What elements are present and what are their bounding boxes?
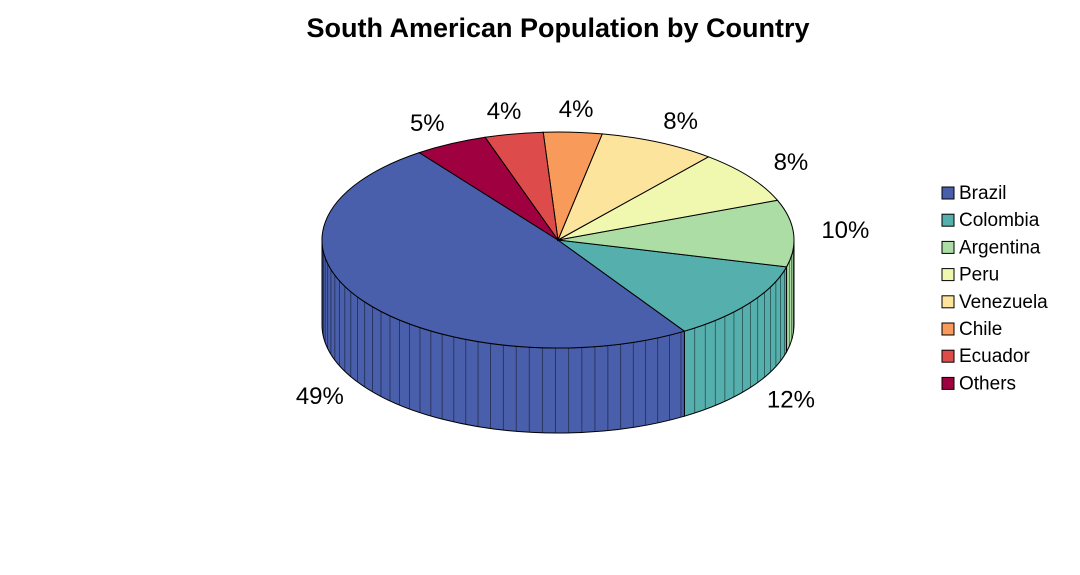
legend-swatch [941,322,955,336]
chart-title: South American Population by Country [306,13,809,43]
data-label: 49% [296,383,344,410]
data-label: 4% [487,98,522,125]
legend-label: Others [959,373,1016,394]
slice [556,239,788,332]
data-label: 5% [410,110,445,137]
slice [418,136,559,241]
legend-swatch [941,186,955,200]
legend-label: Colombia [959,210,1040,231]
legend-swatch [941,268,955,282]
data-label: 12% [767,387,815,414]
legend-swatch [941,376,955,390]
legend-label: Venezuela [959,292,1048,313]
data-label: 4% [559,96,594,123]
legend-label: Ecuador [959,346,1030,367]
legend-swatch [941,295,955,309]
legend-label: Argentina [959,237,1041,258]
data-label: 8% [663,108,698,135]
legend-label: Peru [959,265,999,286]
slice [321,152,686,349]
legend-swatch [941,240,955,254]
slice [557,156,779,241]
legend-swatch [941,349,955,363]
slice [557,199,795,268]
data-label: 10% [821,217,869,244]
data-label: 8% [774,149,809,176]
legend-swatch [941,213,955,227]
legend-label: Brazil [959,183,1007,204]
slice [556,133,710,242]
legend-label: Chile [959,319,1002,340]
